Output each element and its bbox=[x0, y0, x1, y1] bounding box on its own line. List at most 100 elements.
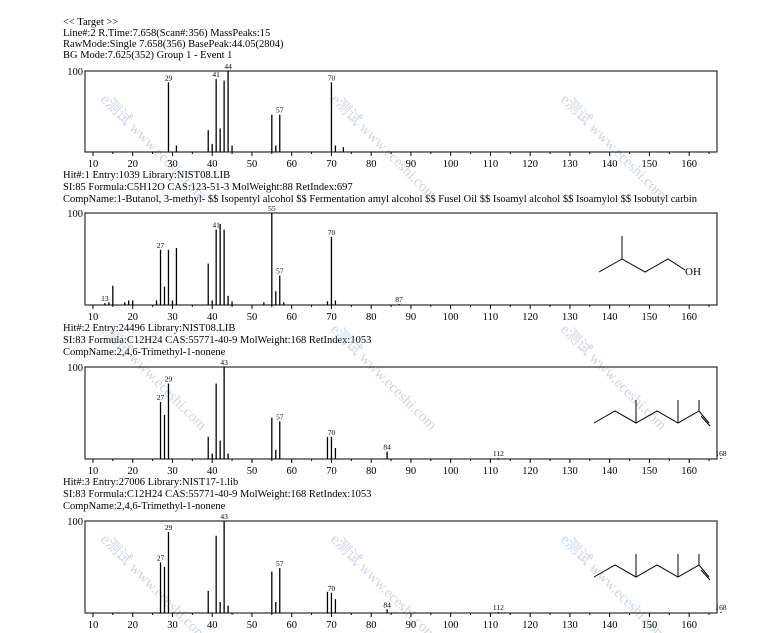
watermark-text: e测试 www.eceshi.com bbox=[557, 531, 670, 633]
x-tick-label: 100 bbox=[443, 312, 459, 323]
x-tick-label: 70 bbox=[326, 159, 337, 170]
x-tick-label: 100 bbox=[443, 159, 459, 170]
watermark-text: e测试 www.eceshi.com bbox=[327, 531, 440, 633]
x-tick-label: 160 bbox=[681, 312, 697, 323]
peak-label: 57 bbox=[276, 267, 284, 276]
x-tick-label: 130 bbox=[562, 312, 578, 323]
peak-label: 70 bbox=[328, 73, 336, 82]
x-tick-label: 110 bbox=[483, 312, 498, 323]
x-tick-label: 140 bbox=[602, 312, 618, 323]
x-tick-label: 20 bbox=[127, 159, 138, 170]
y-axis-max-label: 100 bbox=[67, 517, 83, 528]
x-tick-label: 90 bbox=[406, 620, 417, 631]
x-tick-label: 10 bbox=[88, 312, 99, 323]
peak-label: 43 bbox=[220, 358, 228, 367]
x-tick-label: 130 bbox=[562, 466, 578, 477]
watermark-text: e测试 www.eceshi.com bbox=[97, 321, 210, 434]
peak-label: 87 bbox=[395, 295, 403, 304]
x-tick-label: 20 bbox=[127, 466, 138, 477]
x-tick-label: 150 bbox=[642, 620, 658, 631]
x-tick-label: 150 bbox=[642, 159, 658, 170]
watermark-text: e测试 www.eceshi.com bbox=[557, 91, 670, 204]
spectra-canvas: e测试 www.eceshi.com e测试 www.eceshi.com e测… bbox=[0, 0, 777, 633]
x-tick-label: 140 bbox=[602, 466, 618, 477]
peak-label: 41 bbox=[212, 70, 220, 79]
x-tick-label: 160 bbox=[681, 620, 697, 631]
peak-label: 27 bbox=[157, 553, 165, 562]
x-tick-label: 40 bbox=[207, 466, 218, 477]
x-tick-label: 100 bbox=[443, 620, 459, 631]
peak-label: 41 bbox=[212, 221, 220, 230]
peak-label: 70 bbox=[328, 584, 336, 593]
peak-label: 57 bbox=[276, 106, 284, 115]
x-tick-label: 110 bbox=[483, 159, 498, 170]
structure-oh-label: OH bbox=[685, 266, 701, 278]
x-tick-label: 120 bbox=[522, 312, 538, 323]
x-tick-label: 160 bbox=[681, 159, 697, 170]
x-tick-label: 140 bbox=[602, 159, 618, 170]
x-tick-label: 100 bbox=[443, 466, 459, 477]
x-tick-label: 70 bbox=[326, 312, 337, 323]
x-tick-label: 70 bbox=[326, 620, 337, 631]
x-tick-label: 130 bbox=[562, 620, 578, 631]
x-tick-label: 80 bbox=[366, 466, 377, 477]
peak-label: 13 bbox=[101, 294, 109, 303]
x-tick-label: 80 bbox=[366, 312, 377, 323]
x-tick-label: 80 bbox=[366, 159, 377, 170]
x-tick-label: 20 bbox=[127, 620, 138, 631]
watermark-layer: e测试 www.eceshi.com e测试 www.eceshi.com e测… bbox=[97, 91, 670, 633]
x-tick-label: 150 bbox=[642, 312, 658, 323]
x-tick-label: 50 bbox=[247, 466, 258, 477]
watermark-text: e测试 www.eceshi.com bbox=[327, 321, 440, 434]
x-tick-label: 60 bbox=[286, 620, 297, 631]
peak-label: 112 bbox=[493, 449, 504, 458]
x-tick-label: 10 bbox=[88, 466, 99, 477]
x-tick-label: 50 bbox=[247, 159, 258, 170]
peak-label: 27 bbox=[157, 393, 165, 402]
x-tick-label: 110 bbox=[483, 466, 498, 477]
x-tick-label: 40 bbox=[207, 159, 218, 170]
peak-label: 84 bbox=[383, 600, 391, 609]
peak-label: 70 bbox=[328, 228, 336, 237]
peak-label: 168 bbox=[715, 449, 727, 458]
peak-label: 43 bbox=[220, 512, 228, 521]
x-tick-label: 20 bbox=[127, 312, 138, 323]
peak-label: 29 bbox=[165, 523, 173, 532]
peak-label: 84 bbox=[383, 443, 391, 452]
x-tick-label: 30 bbox=[167, 620, 178, 631]
y-axis-max-label: 100 bbox=[67, 67, 83, 78]
peak-label: 57 bbox=[276, 412, 284, 421]
x-tick-label: 50 bbox=[247, 620, 258, 631]
x-tick-label: 90 bbox=[406, 312, 417, 323]
x-tick-label: 120 bbox=[522, 466, 538, 477]
peak-label: 57 bbox=[276, 559, 284, 568]
x-tick-label: 120 bbox=[522, 620, 538, 631]
x-tick-label: 70 bbox=[326, 466, 337, 477]
x-tick-label: 90 bbox=[406, 466, 417, 477]
x-tick-label: 140 bbox=[602, 620, 618, 631]
watermark-text: e测试 www.eceshi.com bbox=[557, 321, 670, 434]
peak-label: 44 bbox=[224, 62, 232, 71]
y-axis-max-label: 100 bbox=[67, 363, 83, 374]
x-tick-label: 110 bbox=[483, 620, 498, 631]
structure-isoamyl-alcohol bbox=[599, 236, 685, 272]
x-tick-label: 30 bbox=[167, 159, 178, 170]
x-tick-label: 30 bbox=[167, 466, 178, 477]
x-tick-label: 60 bbox=[286, 466, 297, 477]
peak-label: 168 bbox=[715, 603, 727, 612]
watermark-text: e测试 www.eceshi.com bbox=[97, 91, 210, 204]
x-tick-label: 60 bbox=[286, 159, 297, 170]
x-tick-label: 80 bbox=[366, 620, 377, 631]
x-tick-label: 60 bbox=[286, 312, 297, 323]
x-tick-label: 130 bbox=[562, 159, 578, 170]
x-tick-label: 30 bbox=[167, 312, 178, 323]
peak-label: 29 bbox=[165, 375, 173, 384]
x-tick-label: 10 bbox=[88, 620, 99, 631]
x-tick-label: 120 bbox=[522, 159, 538, 170]
x-tick-label: 10 bbox=[88, 159, 99, 170]
x-tick-label: 160 bbox=[681, 466, 697, 477]
y-axis-max-label: 100 bbox=[67, 209, 83, 220]
x-tick-label: 40 bbox=[207, 312, 218, 323]
watermark-text: e测试 www.eceshi.com bbox=[97, 531, 210, 633]
peak-label: 112 bbox=[493, 603, 504, 612]
